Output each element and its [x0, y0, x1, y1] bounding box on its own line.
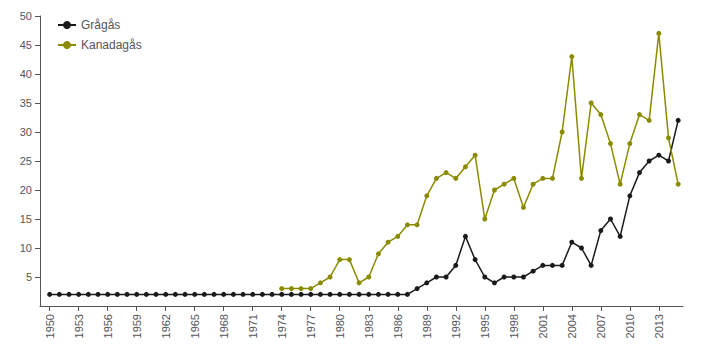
svg-text:1998: 1998 [508, 314, 520, 338]
svg-text:35: 35 [20, 97, 32, 109]
svg-text:5: 5 [26, 271, 32, 283]
svg-text:1962: 1962 [160, 314, 172, 338]
svg-text:25: 25 [20, 155, 32, 167]
svg-text:20: 20 [20, 184, 32, 196]
svg-text:2010: 2010 [624, 314, 636, 338]
svg-text:50: 50 [20, 10, 32, 22]
svg-text:40: 40 [20, 68, 32, 80]
svg-text:45: 45 [20, 39, 32, 51]
svg-text:1977: 1977 [305, 314, 317, 338]
svg-text:1953: 1953 [73, 314, 85, 338]
svg-text:1986: 1986 [392, 314, 404, 338]
svg-text:2001: 2001 [537, 314, 549, 338]
svg-text:1992: 1992 [450, 314, 462, 338]
svg-text:1965: 1965 [189, 314, 201, 338]
svg-text:2004: 2004 [566, 314, 578, 338]
svg-text:30: 30 [20, 126, 32, 138]
svg-text:1989: 1989 [421, 314, 433, 338]
svg-text:1983: 1983 [363, 314, 375, 338]
svg-text:1950: 1950 [44, 314, 56, 338]
svg-text:1974: 1974 [276, 314, 288, 338]
svg-text:Kanadagås: Kanadagås [81, 38, 142, 52]
svg-text:1959: 1959 [131, 314, 143, 338]
svg-text:1971: 1971 [247, 314, 259, 338]
svg-text:10: 10 [20, 242, 32, 254]
svg-text:1995: 1995 [479, 314, 491, 338]
svg-text:Grågås: Grågås [81, 18, 120, 32]
svg-text:2013: 2013 [653, 314, 665, 338]
svg-text:2007: 2007 [595, 314, 607, 338]
svg-text:15: 15 [20, 213, 32, 225]
svg-text:1956: 1956 [102, 314, 114, 338]
svg-text:1968: 1968 [218, 314, 230, 338]
svg-text:1980: 1980 [334, 314, 346, 338]
